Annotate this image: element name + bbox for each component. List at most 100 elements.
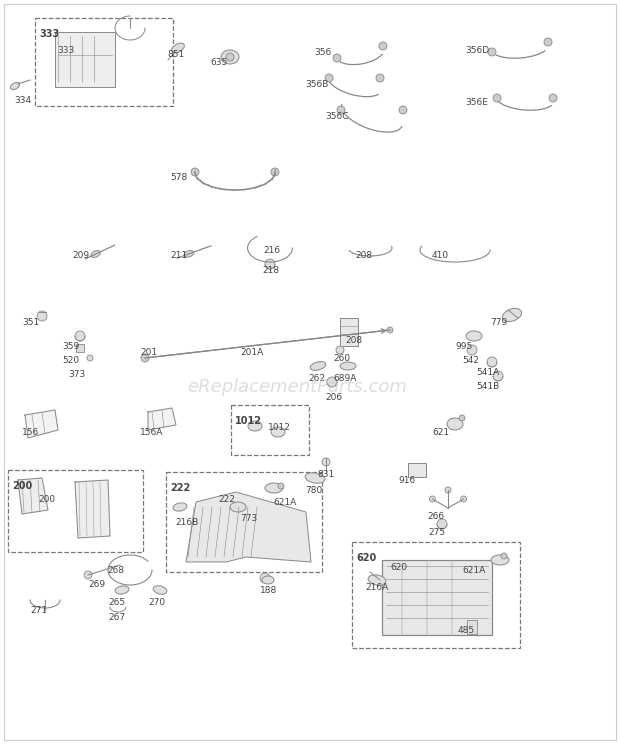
Ellipse shape: [262, 576, 274, 584]
Circle shape: [84, 571, 92, 579]
Polygon shape: [75, 480, 110, 538]
Ellipse shape: [310, 362, 326, 371]
Circle shape: [260, 573, 270, 583]
Circle shape: [467, 345, 477, 355]
Text: 188: 188: [260, 586, 277, 595]
Bar: [352, 542, 520, 648]
Text: 218: 218: [262, 266, 279, 275]
Text: 520: 520: [62, 356, 79, 365]
Ellipse shape: [305, 472, 325, 483]
Text: 351: 351: [22, 318, 39, 327]
Circle shape: [226, 53, 234, 61]
Bar: [35, 18, 173, 106]
Text: 260: 260: [333, 354, 350, 363]
Text: 268: 268: [107, 566, 124, 575]
Text: 356B: 356B: [305, 80, 329, 89]
Text: 621A: 621A: [462, 566, 485, 575]
Text: 267: 267: [108, 613, 125, 622]
Text: 222: 222: [218, 495, 235, 504]
Text: 209: 209: [72, 251, 89, 260]
Circle shape: [333, 54, 341, 62]
Text: 356C: 356C: [325, 112, 348, 121]
Circle shape: [376, 74, 384, 82]
Text: 620: 620: [356, 553, 376, 563]
Bar: [166, 472, 322, 572]
Circle shape: [325, 74, 333, 82]
Text: 635: 635: [210, 58, 228, 67]
Polygon shape: [25, 410, 58, 438]
Circle shape: [191, 168, 199, 176]
Bar: [408, 463, 426, 477]
Circle shape: [387, 327, 393, 333]
Text: 271: 271: [30, 606, 47, 615]
Text: 541A: 541A: [476, 368, 499, 377]
Text: 1012: 1012: [268, 423, 291, 432]
Bar: [55, 32, 115, 87]
Ellipse shape: [221, 50, 239, 64]
Polygon shape: [18, 478, 48, 514]
Ellipse shape: [153, 586, 167, 594]
Ellipse shape: [502, 309, 521, 321]
Bar: [231, 405, 309, 455]
Ellipse shape: [368, 575, 386, 586]
Ellipse shape: [265, 483, 283, 493]
Text: 356D: 356D: [465, 46, 489, 55]
Text: 201A: 201A: [240, 348, 264, 357]
Text: 780: 780: [305, 486, 322, 495]
Circle shape: [430, 496, 435, 502]
Text: 208: 208: [355, 251, 372, 260]
Text: 206: 206: [325, 393, 342, 402]
Text: 410: 410: [432, 251, 449, 260]
Ellipse shape: [248, 421, 262, 431]
Circle shape: [271, 168, 279, 176]
Ellipse shape: [172, 43, 184, 53]
Ellipse shape: [340, 362, 356, 370]
Bar: [382, 560, 492, 635]
Circle shape: [493, 94, 501, 102]
Circle shape: [544, 38, 552, 46]
Text: 485: 485: [458, 626, 475, 635]
Text: 773: 773: [240, 514, 257, 523]
Text: 542: 542: [462, 356, 479, 365]
Text: 333: 333: [39, 29, 60, 39]
Text: 995: 995: [455, 342, 472, 351]
Circle shape: [399, 106, 407, 114]
Ellipse shape: [115, 586, 129, 594]
Circle shape: [549, 94, 557, 102]
Circle shape: [379, 42, 387, 50]
Text: 216B: 216B: [175, 518, 198, 527]
Circle shape: [265, 259, 275, 269]
Text: 689A: 689A: [333, 374, 356, 383]
Circle shape: [488, 48, 496, 56]
Text: 208: 208: [345, 336, 362, 345]
Ellipse shape: [230, 502, 246, 512]
Text: 851: 851: [167, 50, 184, 59]
Circle shape: [487, 357, 497, 367]
Text: 621: 621: [432, 428, 449, 437]
Bar: [467, 620, 477, 634]
Text: 200: 200: [12, 481, 32, 491]
Ellipse shape: [271, 427, 285, 437]
Circle shape: [445, 487, 451, 493]
Text: 216: 216: [263, 246, 280, 255]
Circle shape: [75, 331, 85, 341]
Ellipse shape: [91, 251, 100, 257]
Circle shape: [501, 553, 507, 559]
Bar: [340, 318, 358, 346]
Text: 620: 620: [390, 563, 407, 572]
Polygon shape: [186, 492, 311, 562]
Text: 275: 275: [428, 528, 445, 537]
Text: 156: 156: [22, 428, 39, 437]
Ellipse shape: [173, 503, 187, 511]
Polygon shape: [148, 408, 176, 430]
Ellipse shape: [184, 251, 193, 257]
Text: 1012: 1012: [235, 416, 262, 426]
Text: 270: 270: [148, 598, 165, 607]
Text: 334: 334: [14, 96, 31, 105]
Text: 156A: 156A: [140, 428, 164, 437]
Circle shape: [327, 377, 337, 387]
Text: 333: 333: [57, 46, 74, 55]
Text: 266: 266: [427, 512, 444, 521]
Text: 541B: 541B: [476, 382, 499, 391]
Circle shape: [37, 311, 47, 321]
